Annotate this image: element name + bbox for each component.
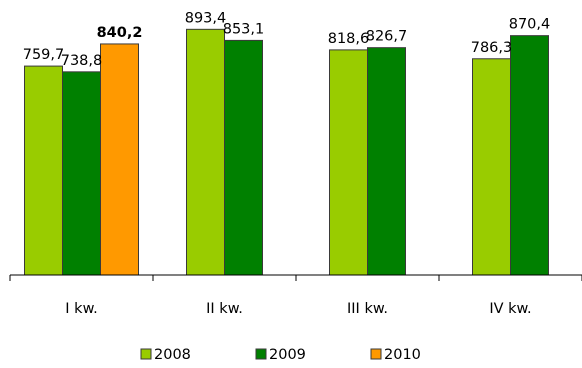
bar-2009-3 <box>367 47 406 276</box>
legend-label-2010: 2010 <box>384 347 421 363</box>
data-label-2009-2: 853,1 <box>223 21 265 37</box>
legend-swatch-2009 <box>255 348 267 360</box>
category-labels-group: I kw. II kw. III kw. IV kw. <box>65 301 531 317</box>
bar-2010-1 <box>100 43 139 276</box>
data-label-2008-1: 759,7 <box>23 47 65 63</box>
data-label-2009-3: 826,7 <box>366 29 408 45</box>
bar-2008-1 <box>24 65 63 276</box>
data-label-2008-2: 893,4 <box>185 10 227 26</box>
bar-2009-4 <box>510 35 549 276</box>
bar-2009-1 <box>62 71 101 276</box>
bar-2008-4 <box>472 58 511 276</box>
legend-label-2009: 2009 <box>269 347 306 363</box>
bar-2008-2 <box>186 28 225 276</box>
category-label: IV kw. <box>489 301 531 317</box>
data-label-2008-3: 818,6 <box>328 31 370 47</box>
legend-label-2008: 2008 <box>154 347 191 363</box>
x-axis-ticks <box>9 275 582 281</box>
legend-swatch-2008 <box>140 348 152 360</box>
bar-2009-2 <box>224 39 263 276</box>
category-label: III kw. <box>347 301 388 317</box>
data-label-2008-4: 786,3 <box>471 40 513 56</box>
bars-group <box>24 28 549 276</box>
legend-swatch-2010 <box>370 348 382 360</box>
data-label-2010-1: 840,2 <box>97 25 143 41</box>
data-label-2009-1: 738,8 <box>61 53 103 69</box>
data-label-2009-4: 870,4 <box>509 17 551 33</box>
category-label: II kw. <box>206 301 243 317</box>
category-label: I kw. <box>65 301 97 317</box>
bar-2008-3 <box>329 49 368 276</box>
legend: 2008 2009 2010 <box>140 347 421 363</box>
